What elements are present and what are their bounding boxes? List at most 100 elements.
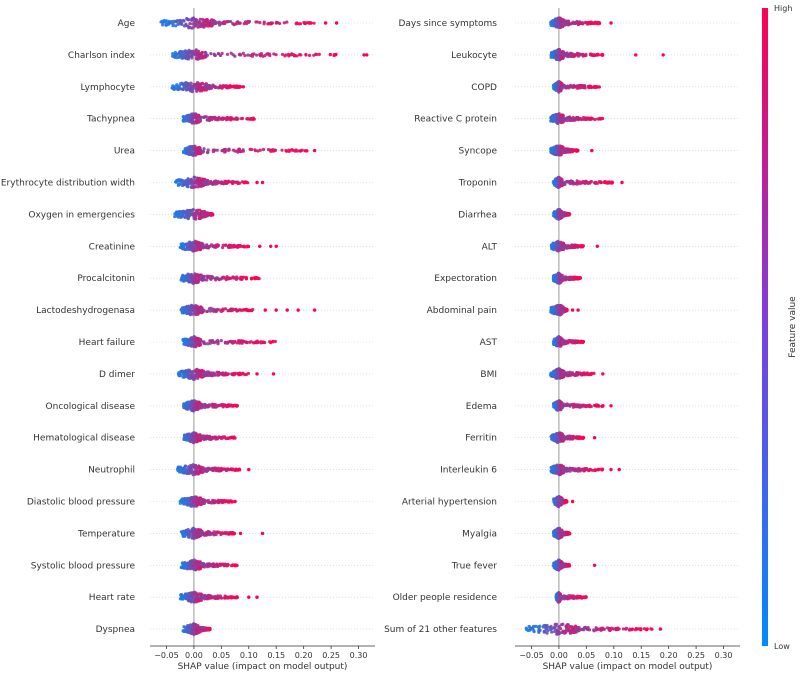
shap-point (181, 629, 184, 632)
shap-point (180, 178, 183, 181)
feature-label: Oxygen in emergencies (28, 210, 135, 220)
shap-point (181, 88, 184, 91)
shap-point (572, 20, 575, 23)
feature-points (182, 431, 236, 444)
feature-row: Procalcitonin (77, 272, 375, 285)
shap-outlier-point (285, 308, 288, 311)
shap-outlier-point (272, 372, 275, 375)
shap-point (255, 54, 258, 57)
shap-point (204, 435, 207, 438)
shap-outlier-point (247, 468, 250, 471)
shap-point (176, 23, 179, 26)
shap-point (233, 23, 236, 26)
shap-point (289, 149, 292, 152)
shap-point (185, 312, 188, 315)
shap-point (223, 22, 226, 25)
shap-point (280, 149, 283, 152)
shap-point (265, 52, 268, 55)
shap-point (185, 470, 188, 473)
feature-row: Oncological disease (46, 399, 375, 413)
shap-point (195, 19, 198, 22)
shap-point (218, 23, 221, 26)
shap-point (197, 151, 200, 154)
shap-point (202, 25, 205, 28)
shap-point (186, 497, 189, 500)
shap-point (165, 19, 168, 22)
x-tick-label: 0.20 (295, 651, 313, 660)
feature-points (171, 48, 368, 60)
shap-outlier-point (335, 21, 338, 24)
shap-point (206, 183, 209, 186)
shap-point (177, 183, 180, 186)
feature-row: Days since symptoms (398, 16, 740, 29)
shap-point (187, 340, 190, 343)
shap-point (209, 339, 212, 342)
shap-point (184, 147, 187, 150)
shap-point (210, 467, 213, 470)
shap-outlier-point (264, 308, 267, 311)
shap-point (224, 596, 227, 599)
shap-point (178, 50, 181, 53)
shap-point (564, 151, 567, 154)
shap-point (206, 404, 209, 407)
feature-row: COPD (471, 80, 740, 94)
shap-point (578, 84, 581, 87)
feature-row: Syncope (459, 144, 740, 156)
feature-points (174, 176, 264, 189)
shap-point (189, 310, 192, 313)
shap-point (211, 596, 214, 599)
shap-point (186, 118, 189, 121)
shap-point (186, 213, 189, 216)
shap-outlier-point (275, 308, 278, 311)
shap-point (240, 373, 243, 376)
shap-point (197, 280, 200, 283)
shap-point (195, 240, 198, 243)
shap-point (201, 51, 204, 54)
feature-row: Creatinine (89, 240, 375, 253)
shap-point (594, 182, 597, 185)
shap-point (229, 468, 232, 471)
feature-row: Reactive C protein (414, 112, 740, 125)
shap-point (202, 147, 205, 150)
shap-point (219, 372, 222, 375)
shap-point (239, 22, 242, 25)
shap-point (177, 374, 180, 377)
shap-point (236, 151, 239, 154)
shap-point (187, 87, 190, 90)
shap-point (189, 505, 192, 508)
shap-point (303, 22, 306, 25)
shap-point (184, 343, 187, 346)
shap-point (226, 340, 229, 343)
shap-point (219, 596, 222, 599)
shap-point (217, 435, 220, 438)
feature-label: Charlson index (68, 51, 136, 61)
shap-point (262, 55, 265, 58)
shap-point (213, 533, 216, 536)
shap-point (563, 52, 566, 55)
shap-point (190, 599, 193, 602)
shap-point (226, 404, 229, 407)
shap-point (192, 370, 195, 373)
shap-point (190, 591, 193, 594)
shap-point (270, 149, 273, 152)
feature-row: D dimer (99, 368, 375, 381)
shap-point (246, 20, 249, 23)
feature-label: Tachypnea (86, 115, 135, 125)
feature-label: Systolic blood pressure (31, 561, 136, 571)
shap-point (175, 20, 178, 23)
x-tick-label: 0.00 (185, 651, 203, 660)
shap-point (182, 277, 185, 280)
feature-row: Oxygen in emergencies (28, 208, 375, 221)
shap-point (254, 149, 257, 152)
shap-point (188, 26, 191, 29)
feature-label: Urea (114, 147, 135, 157)
shap-point (194, 304, 197, 307)
shap-point (205, 244, 208, 247)
shap-point (214, 118, 217, 121)
shap-point (229, 404, 232, 407)
feature-label: Lactodeshydrogenasa (36, 306, 135, 316)
shap-point (556, 145, 559, 148)
shap-point (198, 177, 201, 180)
shap-point (185, 114, 188, 117)
shap-point (190, 179, 193, 182)
